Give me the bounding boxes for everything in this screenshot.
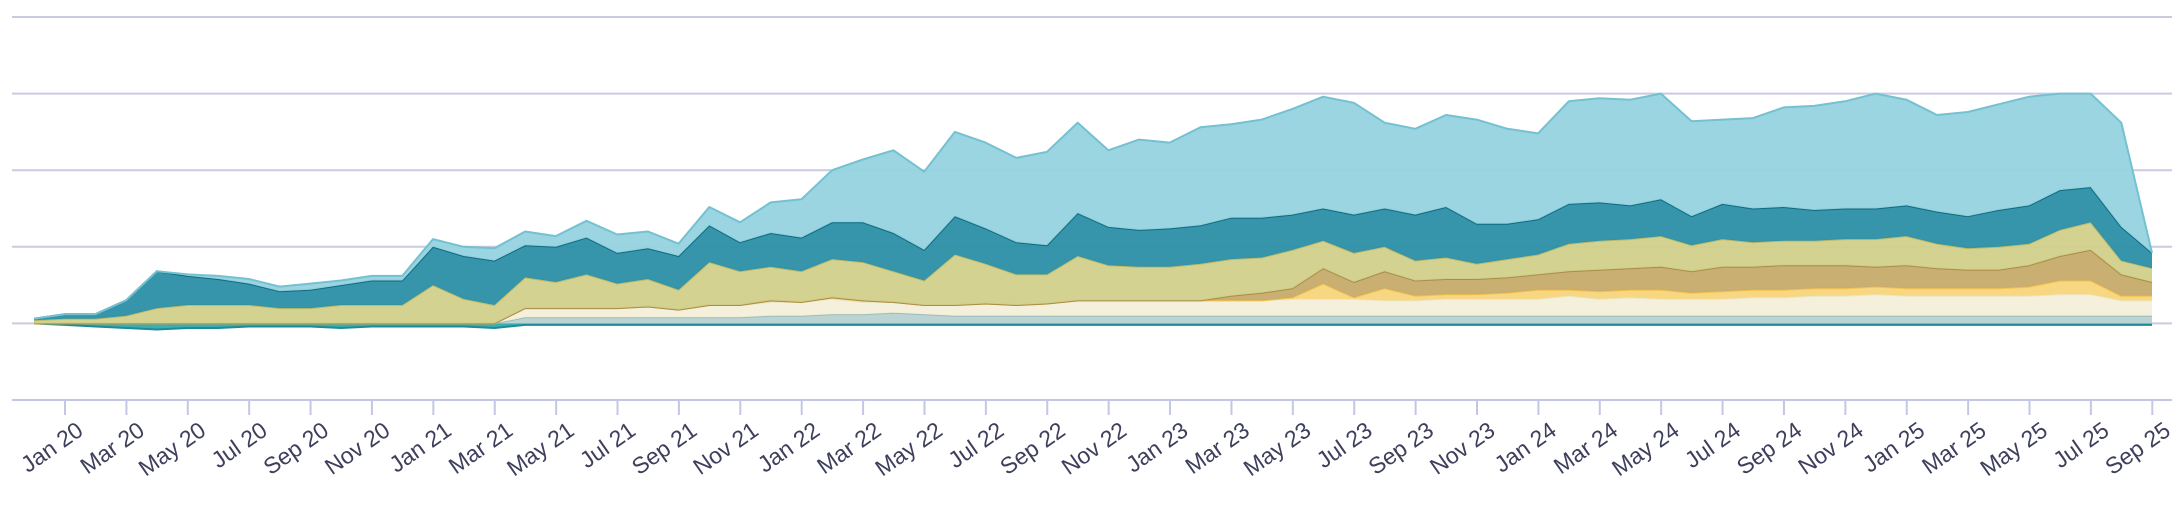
x-tick-label: Nov 22 <box>1057 417 1132 480</box>
x-tick-label: Sep 20 <box>258 417 333 480</box>
x-tick-label: May 21 <box>502 417 579 482</box>
area-series-8 <box>34 93 2152 319</box>
area-series-8-edge <box>33 92 2153 320</box>
x-tick-label: Sep 25 <box>2100 417 2175 480</box>
area-series <box>33 92 2153 331</box>
x-tick-label: May 24 <box>1607 416 1684 481</box>
area-series-2 <box>34 312 2152 324</box>
x-tick-label: Nov 24 <box>1793 416 1868 479</box>
area-series-1-edge <box>33 322 2152 331</box>
x-tick-label: Jan 22 <box>753 417 824 478</box>
x-tick-label: Mar 21 <box>444 417 518 479</box>
x-tick-label: Sep 21 <box>627 417 702 480</box>
area-series-4 <box>34 280 2152 324</box>
x-tick-label: Sep 23 <box>1363 417 1438 480</box>
x-tick-label: Jan 23 <box>1121 417 1192 478</box>
x-tick-label: Jan 24 <box>1489 416 1561 477</box>
x-tick-label: Jan 20 <box>16 417 87 478</box>
x-tick-label: May 25 <box>1975 417 2052 482</box>
x-tick-label: Nov 21 <box>688 417 763 480</box>
x-tick-label: Nov 23 <box>1425 417 1500 480</box>
area-series-3 <box>34 294 2152 324</box>
x-tick-label: Jan 25 <box>1858 417 1929 478</box>
x-tick-label: Sep 22 <box>995 417 1070 480</box>
area-series-6 <box>34 222 2152 324</box>
x-tick-label: Mar 24 <box>1549 416 1623 478</box>
x-tick-label: Mar 20 <box>75 417 149 479</box>
x-tick-label: Mar 25 <box>1917 417 1991 479</box>
x-tick-label: Jan 21 <box>384 417 455 478</box>
x-tick-label: Mar 23 <box>1180 417 1254 479</box>
x-tick-label: May 22 <box>870 417 947 482</box>
x-tick-label: Nov 20 <box>320 417 395 480</box>
area-series-7 <box>34 187 2152 321</box>
x-tick-label: Sep 24 <box>1732 416 1807 479</box>
area-series-5 <box>34 249 2152 324</box>
x-tick-label: Mar 22 <box>812 417 886 479</box>
x-tick-label: May 20 <box>134 417 211 482</box>
x-tick-label: May 23 <box>1239 417 1316 482</box>
